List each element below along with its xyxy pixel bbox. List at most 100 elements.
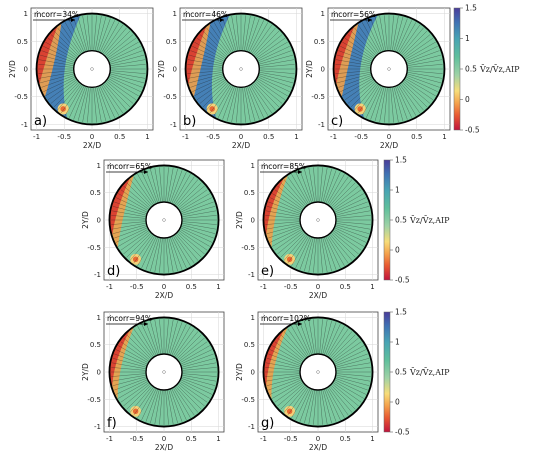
vector-line bbox=[168, 238, 178, 272]
vector-line bbox=[145, 170, 158, 203]
vector-line bbox=[180, 345, 210, 363]
vector-line bbox=[401, 83, 424, 111]
vector-line bbox=[43, 76, 75, 92]
vector-line bbox=[322, 320, 332, 354]
vector-line bbox=[77, 16, 88, 51]
vector-line bbox=[399, 84, 420, 114]
vector-line bbox=[272, 381, 302, 399]
vector-line bbox=[254, 30, 280, 56]
vector-line bbox=[347, 81, 375, 104]
vector-line bbox=[137, 236, 155, 266]
duct-wall-circle bbox=[332, 12, 446, 126]
vector-line bbox=[236, 88, 240, 123]
vector-line bbox=[192, 76, 224, 92]
vector-line bbox=[277, 384, 304, 407]
vector-line bbox=[137, 174, 155, 204]
vector-line bbox=[133, 176, 154, 205]
low-velocity-region bbox=[264, 174, 288, 248]
vector-line bbox=[272, 345, 302, 363]
vector-line bbox=[141, 171, 157, 203]
vector-line bbox=[265, 375, 300, 382]
x-tick-label: -0.5 bbox=[206, 133, 220, 141]
vector-line bbox=[109, 75, 143, 88]
vector-line bbox=[325, 389, 341, 421]
vector-line bbox=[247, 86, 260, 120]
vector-line bbox=[392, 15, 399, 51]
vector-line bbox=[260, 64, 295, 68]
y-tick-label: 1 bbox=[24, 10, 28, 18]
vector-line bbox=[171, 389, 187, 421]
panel-label: e) bbox=[261, 264, 274, 279]
vector-line bbox=[336, 210, 371, 217]
vector-line bbox=[336, 367, 371, 371]
vector-line bbox=[159, 390, 163, 425]
y-tick-label: 1 bbox=[251, 314, 255, 322]
panel-a: -1 -0.5 0 0.5 1 1 0.5 0 -0.5 -1 2X/D 2Y/D ṁcorr=34% a… bbox=[8, 7, 154, 150]
x-axis-label: 2X/D bbox=[155, 443, 173, 452]
low-velocity-region bbox=[37, 22, 62, 97]
vortex-center bbox=[209, 106, 215, 112]
mass-flow-label: ṁcorr=94% bbox=[107, 314, 152, 323]
vector-line bbox=[178, 384, 205, 407]
vector-line bbox=[274, 230, 303, 251]
vector-line bbox=[291, 326, 309, 356]
panel-label: g) bbox=[261, 416, 274, 431]
vector-line bbox=[202, 82, 228, 108]
vector-line bbox=[335, 378, 368, 391]
vector-line bbox=[182, 215, 217, 219]
vector-line bbox=[403, 81, 431, 104]
vector-line bbox=[396, 86, 412, 118]
vector-line bbox=[258, 75, 292, 88]
x-tick-label: 0.5 bbox=[340, 435, 351, 443]
vector-line bbox=[99, 20, 115, 52]
hub-circle bbox=[299, 201, 337, 239]
vector-line bbox=[174, 387, 195, 416]
vector-line bbox=[170, 322, 183, 355]
vector-line bbox=[274, 189, 303, 210]
y-tick-label: 0 bbox=[251, 217, 255, 225]
vector-line bbox=[338, 75, 372, 88]
vector-line bbox=[206, 27, 229, 55]
vector-line bbox=[38, 64, 73, 68]
vector-line bbox=[354, 27, 377, 55]
vector-line bbox=[111, 375, 146, 382]
vector-line bbox=[182, 223, 217, 230]
vector-line bbox=[342, 41, 373, 60]
vector-line bbox=[283, 331, 306, 358]
vector-line bbox=[107, 79, 137, 100]
vector-line bbox=[98, 18, 111, 52]
vector-line bbox=[269, 349, 301, 365]
vector-line bbox=[179, 189, 208, 210]
vector-line bbox=[159, 319, 163, 354]
colorbar-2: 1.5 1 0.5 0 -0.5 V̄z/V̄z,AIP bbox=[383, 156, 450, 285]
panel-label: c) bbox=[331, 114, 343, 129]
vector-line bbox=[277, 232, 304, 255]
vortex-center bbox=[132, 408, 139, 415]
center-marker bbox=[239, 67, 243, 71]
vector-line bbox=[182, 376, 216, 386]
vector-line bbox=[344, 38, 374, 59]
vector-line bbox=[336, 206, 370, 216]
x-tick-label: -1 bbox=[330, 133, 337, 141]
y-tick-label: 0 bbox=[251, 369, 255, 377]
vector-line bbox=[170, 170, 183, 203]
vector-line bbox=[404, 38, 434, 59]
vector-line bbox=[313, 167, 317, 202]
vector-line bbox=[210, 84, 231, 114]
panel-label: f) bbox=[107, 416, 117, 431]
vector-line bbox=[114, 201, 147, 214]
vector-line bbox=[344, 79, 374, 100]
vector-line bbox=[115, 197, 147, 213]
mass-flow-label: ṁcorr=65% bbox=[107, 162, 152, 171]
y-tick-label: 0.5 bbox=[90, 341, 101, 349]
hub-circle bbox=[299, 353, 337, 391]
vector-line bbox=[129, 179, 152, 206]
vector-line bbox=[255, 34, 283, 57]
vector-line bbox=[407, 59, 443, 66]
colorbar-tick-label: -0.5 bbox=[395, 276, 410, 285]
vector-line bbox=[308, 319, 315, 354]
y-axis-label: 2Y/D bbox=[305, 60, 314, 78]
vector-line bbox=[335, 353, 368, 366]
vector-line bbox=[299, 237, 312, 270]
vector-line bbox=[38, 59, 74, 66]
